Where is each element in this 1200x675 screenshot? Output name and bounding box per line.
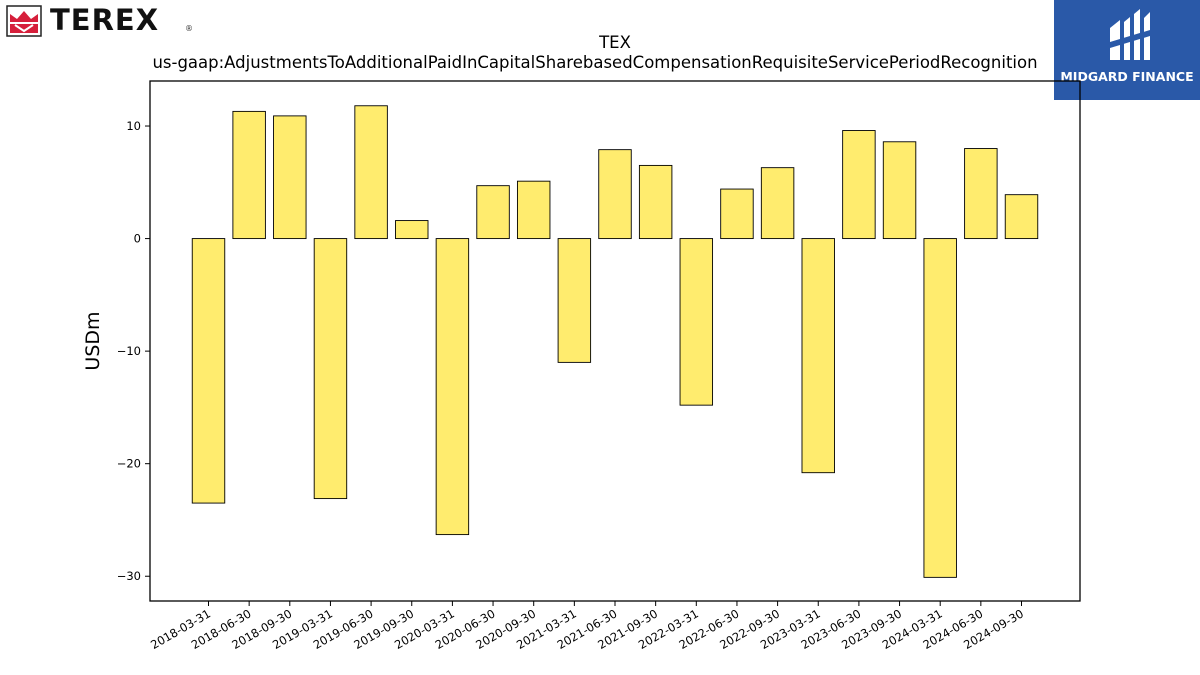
bar-series [191, 105, 1039, 578]
bar-2020-06-30 [476, 185, 510, 240]
bar-2022-06-30 [720, 188, 754, 240]
bar-2024-06-30 [964, 148, 998, 240]
bar-2018-09-30 [273, 115, 307, 240]
bar-2021-03-31 [557, 238, 592, 363]
y-tick-label: −20 [117, 457, 141, 471]
y-tick-label: −30 [117, 569, 141, 583]
midgard-logo-icon [1110, 9, 1150, 60]
y-tick-label: 10 [126, 119, 141, 133]
bar-2018-06-30 [232, 110, 266, 240]
bar-2020-09-30 [516, 180, 551, 240]
badge-text: MIDGARD FINANCE [1060, 69, 1194, 84]
bar-2018-03-31 [191, 238, 226, 504]
brand-name: TEREX [50, 3, 160, 37]
logo-crown-top [10, 11, 38, 22]
bar-2021-09-30 [638, 164, 673, 240]
bar-2022-09-30 [760, 167, 795, 240]
midgard-finance-badge: MIDGARD FINANCE [1054, 0, 1200, 100]
bar-2023-03-31 [801, 238, 835, 474]
y-tick-label: 0 [134, 232, 141, 246]
bar-2024-03-31 [923, 238, 957, 578]
logo-crown-mark [14, 24, 34, 33]
x-axis: 2018-03-312018-06-302018-09-302019-03-31… [148, 601, 1026, 652]
bar-2019-09-30 [395, 220, 429, 240]
y-tick-label: −10 [117, 344, 141, 358]
bar-2024-09-30 [1004, 194, 1039, 240]
terex-logo [6, 5, 42, 37]
bar-2022-03-31 [679, 238, 714, 406]
bar-2019-06-30 [354, 105, 388, 240]
bar-2021-06-30 [598, 149, 632, 240]
bar-2019-03-31 [313, 238, 348, 500]
bar-2023-09-30 [882, 141, 917, 240]
brand-registered-mark: ® [185, 24, 193, 33]
chart-subtitle: us-gaap:AdjustmentsToAdditionalPaidInCap… [152, 53, 1037, 72]
y-axis: 10 0 −10 −20 −30 [117, 119, 150, 583]
bar-2020-03-31 [435, 238, 470, 536]
bar-2023-06-30 [842, 130, 876, 240]
chart-title: TEX [598, 33, 631, 52]
y-axis-label: USDm [82, 311, 104, 370]
